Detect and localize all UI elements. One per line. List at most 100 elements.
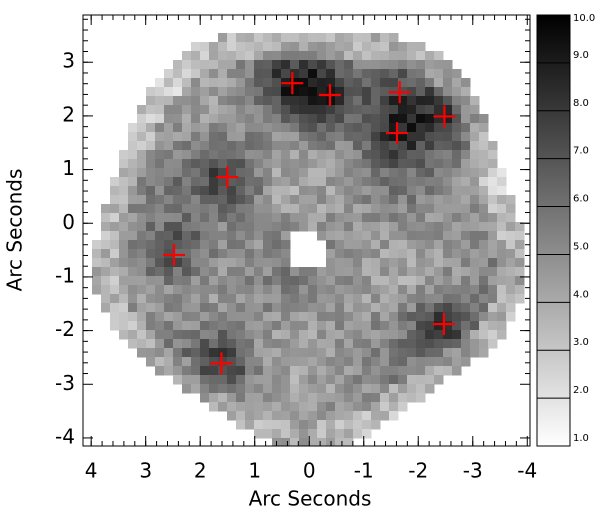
map-pixel [119,321,129,331]
map-pixel [155,213,165,223]
map-pixel [191,375,201,385]
map-pixel [227,96,237,106]
map-pixel [344,141,354,151]
map-pixel [407,375,417,385]
map-pixel [200,132,210,142]
map-pixel [137,258,147,268]
map-pixel [335,366,345,376]
map-pixel [398,258,408,268]
map-pixel [452,249,462,259]
map-pixel [236,114,246,124]
map-pixel [398,195,408,205]
map-pixel [371,267,381,277]
map-pixel [236,96,246,106]
map-pixel [398,60,408,70]
map-pixel [155,141,165,151]
map-pixel [245,123,255,133]
map-pixel [299,123,309,133]
map-pixel [389,132,399,142]
map-pixel [299,177,309,187]
map-pixel [380,357,390,367]
map-pixel [218,114,228,124]
map-pixel [110,222,120,232]
map-pixel [272,51,282,61]
map-pixel [362,42,372,52]
map-pixel [119,285,129,295]
map-pixel [371,204,381,214]
map-pixel [227,159,237,169]
map-pixel [326,51,336,61]
map-pixel [155,366,165,376]
map-pixel [371,96,381,106]
map-pixel [218,96,228,106]
map-pixel [290,33,300,43]
map-pixel [245,402,255,412]
map-pixel [272,213,282,223]
map-pixel [290,204,300,214]
map-pixel [218,141,228,151]
map-pixel [353,141,363,151]
map-pixel [209,375,219,385]
map-pixel [389,258,399,268]
map-pixel [398,105,408,115]
map-pixel [236,87,246,97]
map-pixel [290,114,300,124]
map-pixel [272,276,282,286]
map-pixel [398,267,408,277]
map-pixel [263,429,273,439]
map-pixel [362,195,372,205]
map-pixel [326,276,336,286]
map-pixel [119,168,129,178]
map-pixel [371,186,381,196]
map-pixel [218,105,228,115]
map-pixel [254,321,264,331]
map-pixel [335,240,345,250]
map-pixel [164,258,174,268]
map-pixel [416,105,426,115]
map-pixel [308,267,318,277]
map-pixel [245,312,255,322]
map-pixel [398,114,408,124]
map-pixel [389,285,399,295]
map-pixel [92,285,102,295]
map-pixel [434,69,444,79]
map-pixel [290,411,300,421]
map-pixel [425,339,435,349]
map-pixel [416,150,426,160]
map-pixel [128,267,138,277]
map-pixel [488,249,498,259]
map-pixel [398,375,408,385]
map-pixel [425,105,435,115]
map-pixel [488,330,498,340]
map-pixel [200,330,210,340]
map-pixel [290,177,300,187]
map-pixel [362,51,372,61]
map-pixel [398,249,408,259]
map-pixel [380,51,390,61]
map-pixel [389,393,399,403]
map-pixel [263,141,273,151]
map-pixel [515,240,525,250]
map-pixel [407,348,417,358]
map-pixel [200,159,210,169]
map-pixel [254,141,264,151]
map-pixel [173,177,183,187]
map-pixel [389,42,399,52]
map-pixel [335,105,345,115]
map-pixel [173,114,183,124]
map-pixel [380,123,390,133]
map-pixel [335,123,345,133]
y-tick-label: 1 [62,156,75,180]
map-pixel [326,42,336,52]
map-pixel [470,348,480,358]
map-pixel [398,222,408,232]
map-pixel [173,213,183,223]
map-pixel [173,312,183,322]
map-pixel [425,222,435,232]
map-pixel [407,330,417,340]
map-pixel [497,312,507,322]
map-pixel [191,78,201,88]
map-pixel [299,303,309,313]
map-pixel [263,321,273,331]
map-pixel [407,150,417,160]
